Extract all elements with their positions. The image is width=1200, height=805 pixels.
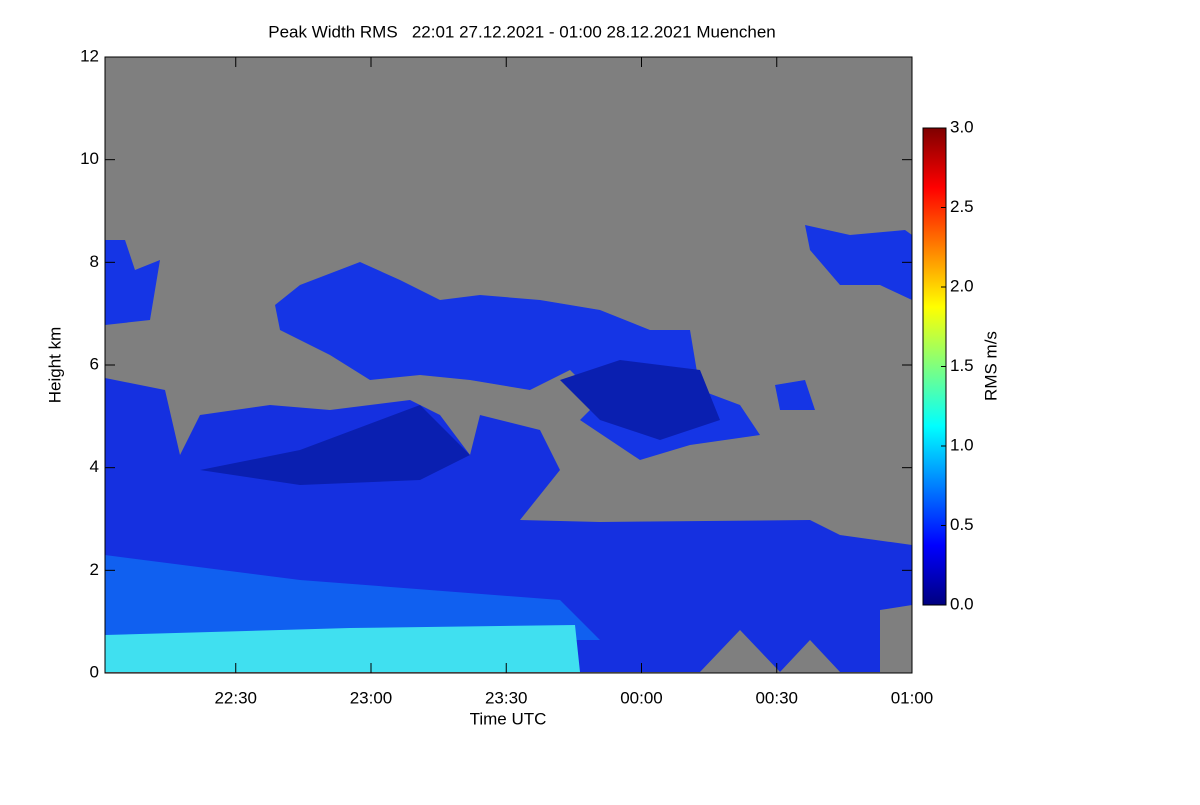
x-tick-label: 23:30	[485, 688, 528, 707]
echo-region	[105, 625, 580, 672]
echo-region	[105, 555, 600, 640]
x-axis-label: Time UTC	[470, 709, 547, 728]
colorbar-tick-label: 1.5	[950, 356, 974, 375]
y-tick-label: 2	[90, 560, 99, 579]
x-tick-label: 23:00	[350, 688, 393, 707]
x-tick-label: 00:00	[620, 688, 663, 707]
echo-region	[105, 240, 160, 325]
chart-title: Peak Width RMS 22:01 27.12.2021 - 01:00 …	[268, 22, 776, 41]
y-tick-label: 4	[90, 457, 99, 476]
colorbar-label: RMS m/s	[981, 331, 1000, 401]
x-tick-label: 22:30	[214, 688, 257, 707]
echo-region	[805, 225, 912, 300]
y-tick-label: 6	[90, 354, 99, 373]
y-tick-label: 0	[90, 662, 99, 681]
x-tick-label: 01:00	[891, 688, 934, 707]
colorbar-tick-label: 3.0	[950, 117, 974, 136]
colorbar-tick-label: 0.5	[950, 515, 974, 534]
echo-regions	[105, 225, 912, 672]
colorbar-tick-label: 2.0	[950, 276, 974, 295]
echo-region	[775, 380, 815, 410]
echo-region	[200, 405, 470, 485]
y-axis-label: Height km	[45, 327, 64, 404]
colorbar-tick-label: 2.5	[950, 197, 974, 216]
y-tick-label: 12	[80, 46, 99, 65]
y-tick-label: 10	[80, 149, 99, 168]
echo-region	[560, 360, 720, 440]
y-tick-label: 8	[90, 252, 99, 271]
x-tick-label: 00:30	[755, 688, 798, 707]
colorbar-tick-label: 0.0	[950, 594, 974, 613]
colorbar-tick-label: 1.0	[950, 435, 974, 454]
